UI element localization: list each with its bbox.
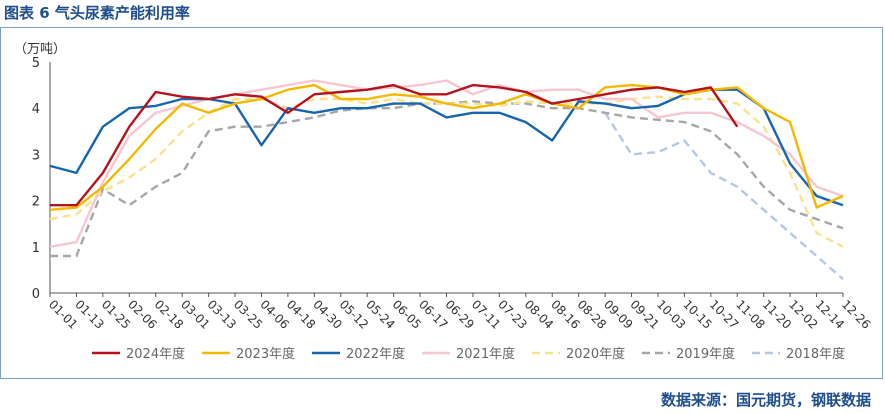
- x-tick-label: 05-12: [337, 297, 372, 332]
- legend-label: 2022年度: [346, 346, 405, 362]
- y-tick-label: 5: [32, 56, 40, 71]
- x-tick-label: 04-30: [310, 297, 345, 332]
- x-tick-label: 12-14: [812, 297, 847, 332]
- x-tick-label: 02-18: [152, 297, 187, 332]
- x-tick-label: 01-01: [46, 297, 81, 332]
- series-line: [604, 112, 844, 281]
- x-tick-label: 03-01: [178, 297, 213, 332]
- series-line: [50, 83, 739, 207]
- x-tick-label: 11-08: [733, 297, 768, 332]
- x-tick-label: 04-18: [284, 297, 319, 332]
- x-tick-label: 12-02: [786, 297, 821, 332]
- x-tick-label: 03-25: [231, 297, 266, 332]
- x-tick-label: 10-27: [707, 297, 742, 332]
- x-tick-label: 02-06: [125, 297, 160, 332]
- legend-label: 2020年度: [566, 346, 625, 362]
- x-tick-label: 08-28: [575, 297, 610, 332]
- x-tick-label: 06-17: [416, 297, 451, 332]
- x-tick-label: 11-20: [760, 297, 795, 332]
- legend-label: 2018年度: [786, 346, 845, 362]
- chart-frame: [0, 27, 883, 379]
- x-tick-label: 08-04: [522, 297, 557, 332]
- x-tick-label: 01-13: [72, 297, 107, 332]
- y-tick-label: 3: [32, 148, 40, 163]
- x-tick-label: 07-11: [469, 297, 504, 332]
- series-line: [49, 95, 844, 248]
- x-tick-label: 04-06: [257, 297, 292, 332]
- x-tick-label: 09-09: [601, 297, 636, 332]
- x-tick-label: 10-15: [680, 297, 715, 332]
- y-tick-label: 2: [32, 195, 40, 210]
- legend-label: 2023年度: [236, 346, 295, 362]
- x-tick-label: 06-29: [442, 297, 477, 332]
- x-tick-label: 12-26: [839, 297, 874, 332]
- x-tick-label: 07-23: [495, 297, 530, 332]
- series-line: [49, 79, 844, 248]
- x-tick-label: 01-25: [99, 297, 134, 332]
- x-tick-label: 03-13: [204, 297, 239, 332]
- legend-label: 2019年度: [676, 346, 735, 362]
- y-tick-label: 0: [32, 287, 40, 302]
- series-line: [49, 83, 844, 211]
- figure-title: 图表 6 气头尿素产能利用率: [4, 4, 190, 22]
- legend-label: 2024年度: [126, 346, 185, 362]
- x-tick-label: 06-05: [390, 297, 425, 332]
- x-tick-label: 05-24: [363, 297, 398, 332]
- x-tick-label: 08-16: [548, 297, 583, 332]
- x-tick-label: 09-21: [627, 297, 662, 332]
- y-tick-label: 4: [32, 102, 40, 117]
- x-tick-label: 10-03: [654, 297, 689, 332]
- y-axis-label: （万吨）: [14, 42, 66, 57]
- line-chart: （万吨） 0 1 2 3 4 5 01-0101-1301-2502-0602-1803-01…: [14, 42, 874, 362]
- y-tick-label: 1: [32, 241, 40, 256]
- data-source: 数据来源：国元期货，钢联数据: [660, 391, 871, 409]
- legend-label: 2021年度: [456, 346, 515, 362]
